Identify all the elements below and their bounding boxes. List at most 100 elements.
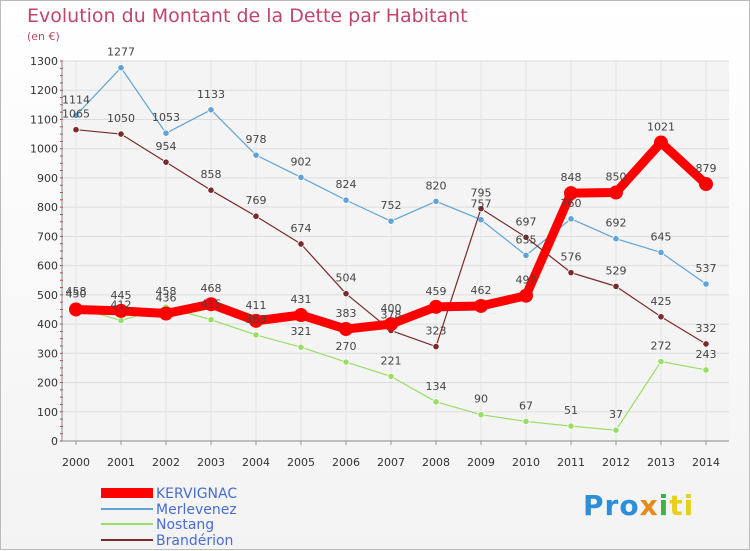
y-tick-label: 0 [51, 435, 58, 448]
data-point-nostang [657, 357, 665, 366]
x-tick-label: 2007 [377, 456, 405, 469]
data-label-kervignac: 468 [201, 282, 222, 295]
data-point-branderion [522, 233, 530, 241]
data-point-kervignac [249, 313, 263, 328]
data-label-merlevenez: 1277 [107, 46, 135, 59]
data-point-nostang [252, 331, 260, 339]
x-tick-label: 2002 [152, 456, 180, 469]
data-point-kervignac [384, 317, 398, 332]
data-label-nostang: 321 [291, 325, 312, 338]
data-label-branderion: 529 [606, 264, 627, 277]
data-point-kervignac [69, 302, 83, 317]
data-point-kervignac [474, 298, 488, 313]
data-point-kervignac [294, 308, 308, 323]
data-point-nostang [477, 411, 485, 419]
data-label-merlevenez: 820 [426, 179, 447, 192]
data-point-nostang [117, 316, 125, 325]
data-label-kervignac: 431 [291, 293, 312, 306]
data-point-branderion [162, 158, 170, 166]
data-point-merlevenez [522, 251, 530, 259]
y-tick-label: 900 [37, 172, 58, 185]
data-label-branderion: 378 [381, 309, 402, 322]
y-tick-label: 500 [37, 289, 58, 302]
data-point-merlevenez [387, 217, 395, 225]
data-label-merlevenez: 752 [381, 199, 402, 212]
data-point-merlevenez [567, 215, 575, 223]
data-label-kervignac: 497 [516, 274, 537, 287]
data-point-branderion [477, 205, 485, 213]
x-tick-label: 2013 [647, 456, 675, 469]
data-label-branderion: 323 [426, 325, 447, 338]
data-point-nostang [567, 422, 575, 430]
data-label-merlevenez: 978 [246, 133, 267, 146]
data-label-nostang: 243 [696, 348, 717, 361]
y-tick-label: 200 [37, 377, 58, 390]
x-tick-label: 2011 [557, 456, 585, 469]
x-tick-label: 2008 [422, 456, 450, 469]
data-point-nostang [612, 426, 620, 434]
data-point-kervignac [519, 288, 533, 303]
y-tick-label: 1300 [30, 55, 58, 68]
data-label-merlevenez: 902 [291, 155, 312, 168]
data-label-kervignac: 383 [336, 307, 357, 320]
y-tick-label: 1200 [30, 84, 58, 97]
x-tick-label: 2003 [197, 456, 225, 469]
x-tick-label: 2004 [242, 456, 270, 469]
data-label-merlevenez: 824 [336, 178, 357, 191]
data-label-nostang: 134 [426, 380, 447, 393]
data-point-kervignac [609, 185, 623, 200]
data-label-kervignac: 445 [111, 289, 132, 302]
x-tick-label: 2000 [62, 456, 90, 469]
data-label-merlevenez: 760 [561, 197, 582, 210]
data-label-merlevenez: 1053 [152, 111, 180, 124]
data-label-nostang: 412 [111, 299, 132, 312]
data-label-branderion: 858 [201, 168, 222, 181]
data-point-nostang [432, 398, 440, 406]
data-label-merlevenez: 1133 [197, 88, 225, 101]
data-label-merlevenez: 635 [516, 233, 537, 246]
data-point-branderion [612, 282, 620, 290]
data-point-merlevenez [162, 129, 170, 137]
data-label-kervignac: 462 [471, 284, 492, 297]
data-label-nostang: 67 [519, 399, 533, 412]
data-point-kervignac [699, 177, 713, 192]
legend-label-branderion: Brandérion [156, 533, 233, 549]
data-label-nostang: 415 [201, 298, 222, 311]
y-tick-label: 1000 [30, 143, 58, 156]
data-label-branderion: 425 [651, 295, 672, 308]
x-tick-label: 2009 [467, 456, 495, 469]
data-label-nostang: 458 [66, 285, 87, 298]
data-point-branderion [342, 290, 350, 298]
data-point-merlevenez [252, 151, 260, 159]
data-label-kervignac: 848 [561, 171, 582, 184]
plot-area [62, 61, 729, 441]
data-label-nostang: 221 [381, 354, 402, 367]
data-label-branderion: 1065 [62, 108, 90, 121]
chart-title: Evolution du Montant de la Dette par Hab… [27, 5, 468, 27]
data-label-branderion: 1050 [107, 112, 135, 125]
data-label-branderion: 576 [561, 251, 582, 264]
data-label-kervignac: 850 [606, 171, 627, 184]
data-label-branderion: 954 [156, 140, 177, 153]
data-label-merlevenez: 645 [651, 230, 672, 243]
data-label-nostang: 272 [651, 339, 672, 352]
data-label-branderion: 332 [696, 322, 717, 335]
chart-unit: (en €) [27, 30, 60, 43]
data-point-branderion [117, 130, 125, 138]
y-tick-label: 400 [37, 318, 58, 331]
data-label-kervignac: 436 [156, 292, 177, 305]
data-point-nostang [702, 366, 710, 374]
data-point-merlevenez [117, 64, 125, 72]
data-label-branderion: 504 [336, 272, 357, 285]
y-tick-label: 700 [37, 230, 58, 243]
data-point-kervignac [654, 135, 668, 150]
data-point-merlevenez [432, 197, 440, 205]
data-label-merlevenez: 692 [606, 217, 627, 230]
x-tick-label: 2001 [107, 456, 135, 469]
data-point-branderion [567, 269, 575, 277]
y-tick-label: 1100 [30, 113, 58, 126]
proxiti-logo: Proxiti [583, 489, 695, 522]
data-label-branderion: 795 [471, 187, 492, 200]
